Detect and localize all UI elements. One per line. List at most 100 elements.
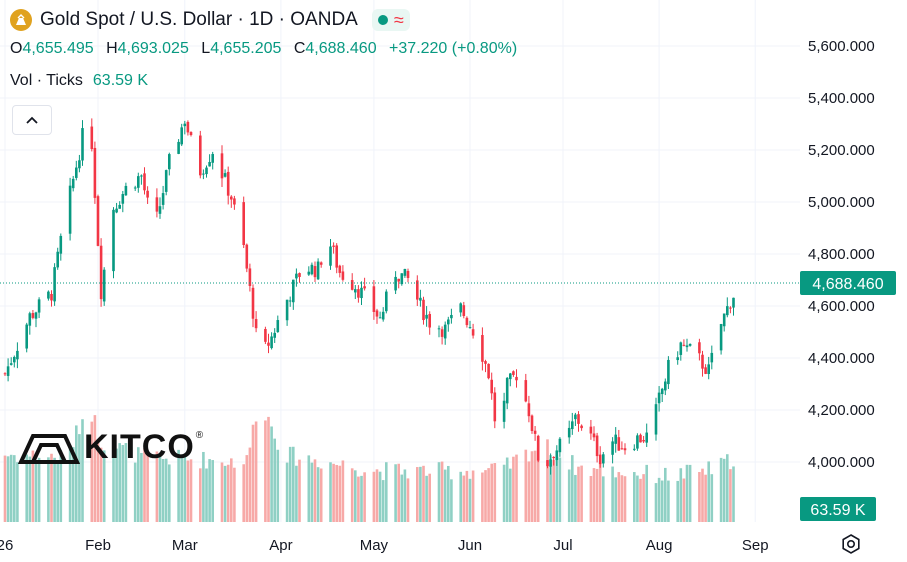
volume-bar xyxy=(676,480,679,522)
candlesticks xyxy=(3,118,735,475)
volume-bar xyxy=(437,462,441,522)
time-tick-label: Jun xyxy=(458,537,482,554)
time-tick-label: Feb xyxy=(85,537,111,554)
candle-body xyxy=(6,366,10,376)
candle-body xyxy=(679,342,683,355)
volume-bar xyxy=(580,465,583,522)
candle-body xyxy=(701,354,704,369)
dot-separator: · xyxy=(278,9,285,30)
volume-bar xyxy=(78,434,81,522)
volume-bar xyxy=(447,465,450,522)
volume-bar xyxy=(295,465,298,522)
candle-body xyxy=(180,127,183,145)
volume-bar xyxy=(509,468,512,522)
quote-currency: U.S. Dollar xyxy=(140,9,233,30)
price-axis[interactable]: 4,000.000 4,200.000 4,400.000 4,600.000 4,80… xyxy=(800,38,896,521)
candle-body xyxy=(465,317,469,326)
volume-bar xyxy=(546,439,549,522)
delayed-data-icon: ≈ xyxy=(393,10,404,30)
volume-bar xyxy=(372,471,376,522)
candle-body xyxy=(177,141,180,154)
volume-bar xyxy=(285,462,289,522)
candle-body xyxy=(68,185,72,234)
candle-body xyxy=(567,427,571,438)
candle-body xyxy=(502,400,506,422)
price-tick-label: 4,200.000 xyxy=(808,402,875,419)
volume-bar xyxy=(189,459,193,522)
volume-bar xyxy=(654,483,658,522)
volume-bar xyxy=(115,448,118,522)
volume-bar xyxy=(208,459,211,522)
volume-bar xyxy=(177,449,180,522)
volume-bar xyxy=(267,416,270,522)
volume-bar xyxy=(6,456,10,522)
volume-bar xyxy=(722,458,726,522)
candle-body xyxy=(313,266,317,278)
volume-value: 63.59 K xyxy=(92,72,149,89)
volume-bar xyxy=(233,467,236,522)
volume-bar xyxy=(354,470,357,522)
volume-bar xyxy=(660,480,664,522)
candle-body xyxy=(9,363,13,365)
volume-bar xyxy=(381,480,385,522)
volume-bar xyxy=(567,469,571,522)
volume-bar xyxy=(3,455,7,522)
volume-bar xyxy=(146,451,149,522)
candle-body xyxy=(319,262,323,265)
candle-body xyxy=(487,363,490,379)
candle-body xyxy=(31,313,35,318)
volume-bar xyxy=(242,464,245,522)
volume-bar xyxy=(37,457,41,522)
candle-body xyxy=(285,299,289,321)
chart-settings-button[interactable] xyxy=(840,533,862,555)
volume-bar xyxy=(524,449,528,522)
volume-bar xyxy=(385,462,388,522)
time-axis[interactable]: 26 Feb Mar Apr May Jun Jul Aug Sep xyxy=(0,537,769,554)
volume-bar xyxy=(338,465,342,522)
candle-body xyxy=(729,307,732,309)
volume-bar xyxy=(657,477,661,522)
candle-body xyxy=(527,403,531,417)
volume-bar xyxy=(310,462,314,522)
time-tick-label: Mar xyxy=(172,537,198,554)
candle-body xyxy=(719,324,723,351)
volume-bar xyxy=(99,447,103,522)
volume-bar xyxy=(93,415,97,522)
candle-body xyxy=(549,459,552,467)
candle-body xyxy=(524,380,528,402)
candle-body xyxy=(558,438,562,453)
volume-bar xyxy=(688,464,692,522)
volume-bar xyxy=(450,479,453,522)
price-tick-label: 4,800.000 xyxy=(808,246,875,263)
candle-body xyxy=(372,286,376,312)
market-status[interactable]: ≈ xyxy=(371,9,410,31)
high-value: 4,693.025 xyxy=(117,40,189,57)
volume-bar xyxy=(59,450,63,522)
volume-bar xyxy=(363,472,366,522)
volume-bar xyxy=(592,468,596,522)
symbol-title[interactable]: Gold Spot / U.S. Dollar · 1D · OANDA xyxy=(40,9,358,31)
volume-bar xyxy=(667,480,670,522)
candle-body xyxy=(242,202,245,245)
candle-body xyxy=(99,245,103,300)
volume-bar xyxy=(440,461,444,522)
volume-bar xyxy=(471,470,475,522)
volume-bar xyxy=(81,419,84,522)
close-label: C xyxy=(293,40,306,57)
candle-body xyxy=(636,435,639,449)
volume-bar xyxy=(223,465,227,522)
volume-bar xyxy=(558,457,562,522)
candle-body xyxy=(50,293,53,301)
candle-body xyxy=(546,460,549,467)
candle-body xyxy=(360,287,363,299)
volume-bar xyxy=(645,464,648,522)
candle-body xyxy=(363,286,366,289)
volume-bar xyxy=(502,464,506,522)
candle-body xyxy=(459,303,462,313)
collapse-legend-button[interactable] xyxy=(12,105,52,135)
candle-body xyxy=(682,344,686,346)
candle-body xyxy=(245,244,249,269)
volume-bar xyxy=(357,476,360,522)
volume-bar xyxy=(180,455,183,522)
